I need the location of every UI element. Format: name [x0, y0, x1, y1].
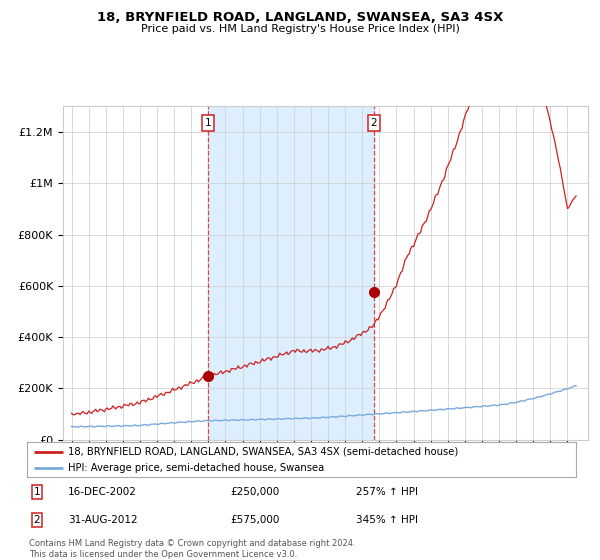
Text: 1: 1 [34, 487, 40, 497]
Text: 1: 1 [205, 118, 211, 128]
Text: 16-DEC-2002: 16-DEC-2002 [68, 487, 137, 497]
Text: 18, BRYNFIELD ROAD, LANGLAND, SWANSEA, SA3 4SX: 18, BRYNFIELD ROAD, LANGLAND, SWANSEA, S… [97, 11, 503, 24]
Text: 2: 2 [34, 515, 40, 525]
Bar [208, 106, 374, 440]
Text: 2: 2 [370, 118, 377, 128]
Text: 257% ↑ HPI: 257% ↑ HPI [356, 487, 418, 497]
Text: £250,000: £250,000 [230, 487, 280, 497]
Text: HPI: Average price, semi-detached house, Swansea: HPI: Average price, semi-detached house,… [68, 464, 325, 473]
Text: 345% ↑ HPI: 345% ↑ HPI [356, 515, 418, 525]
Text: 18, BRYNFIELD ROAD, LANGLAND, SWANSEA, SA3 4SX (semi-detached house): 18, BRYNFIELD ROAD, LANGLAND, SWANSEA, S… [68, 447, 458, 457]
Text: 31-AUG-2012: 31-AUG-2012 [68, 515, 138, 525]
Text: Contains HM Land Registry data © Crown copyright and database right 2024.
This d: Contains HM Land Registry data © Crown c… [29, 539, 355, 559]
Text: Price paid vs. HM Land Registry's House Price Index (HPI): Price paid vs. HM Land Registry's House … [140, 24, 460, 34]
Text: £575,000: £575,000 [230, 515, 280, 525]
